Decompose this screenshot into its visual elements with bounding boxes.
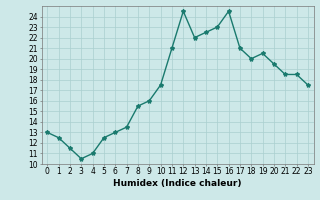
X-axis label: Humidex (Indice chaleur): Humidex (Indice chaleur) bbox=[113, 179, 242, 188]
